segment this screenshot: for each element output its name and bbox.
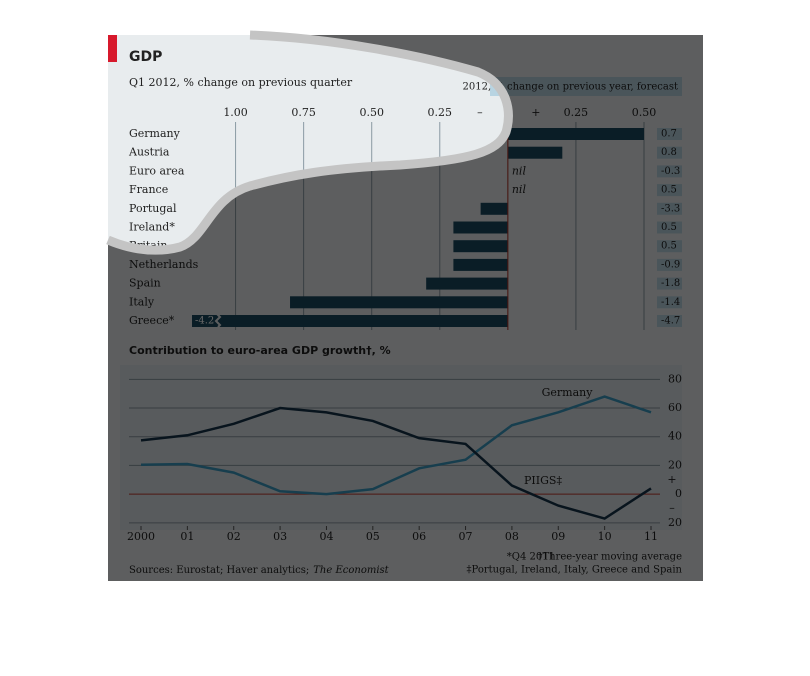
category-label: Germany xyxy=(129,127,181,140)
category-label: Austria xyxy=(128,146,170,159)
chart-title: GDP xyxy=(129,49,162,65)
x-tick-label: 1.00 xyxy=(223,106,248,119)
dim-overlay xyxy=(108,35,703,581)
sign-label: – xyxy=(477,106,483,119)
category-label: Ireland* xyxy=(129,221,175,234)
chart-subtitle: Q1 2012, % change on previous quarter xyxy=(129,76,353,89)
x-tick-label: 0.75 xyxy=(291,106,316,119)
category-label: France xyxy=(129,183,168,196)
category-label: Euro area xyxy=(129,164,185,177)
x-tick-label: 0.25 xyxy=(428,106,453,119)
brand-tag xyxy=(108,35,117,62)
x-tick-label: 0.50 xyxy=(359,106,384,119)
spotlight-border xyxy=(106,30,513,255)
category-label: Portugal xyxy=(129,202,177,215)
